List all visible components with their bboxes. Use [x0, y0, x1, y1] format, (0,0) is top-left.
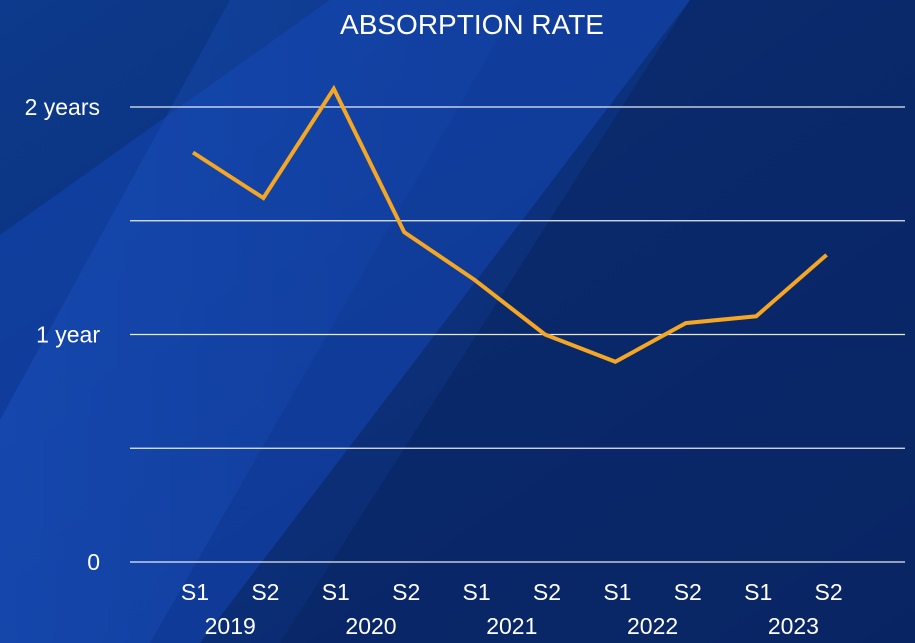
y-tick-label-1: 1 year — [36, 322, 100, 348]
chart-title: ABSORPTION RATE — [340, 9, 604, 40]
x-tick-label-7: S2 — [674, 579, 702, 605]
background-dark-right — [280, 0, 915, 643]
series-line-0 — [191, 84, 828, 365]
y-tick-label-2: 2 years — [25, 94, 100, 120]
x-tick-label-1: S2 — [251, 579, 279, 605]
x-tick-label-3: S2 — [392, 579, 420, 605]
x-tick-label-8: S1 — [744, 579, 772, 605]
x-tick-label-9: S2 — [815, 579, 843, 605]
x-tick-label-2: S1 — [322, 579, 350, 605]
y-tick-label-0: 0 — [87, 549, 100, 575]
x-tick-label-5: S2 — [533, 579, 561, 605]
x-axis-ticks: S1 S2 S1 S2 S1 S2 S1 S2 S1 S2 — [181, 579, 843, 605]
x-tick-label-0: S1 — [181, 579, 209, 605]
grid-layer — [130, 106, 905, 563]
x-tick-label-4: S1 — [463, 579, 491, 605]
x-tick-label-6: S1 — [603, 579, 631, 605]
x-year-label-2021: 2021 — [486, 613, 537, 639]
series-layer — [191, 84, 828, 365]
x-year-label-2022: 2022 — [627, 613, 678, 639]
background-beam-inner — [0, 0, 520, 643]
y-axis-ticks: 0 1 year 2 years — [25, 94, 101, 575]
x-year-label-2019: 2019 — [205, 613, 256, 639]
x-year-label-2023: 2023 — [768, 613, 819, 639]
x-year-label-2020: 2020 — [345, 613, 396, 639]
x-axis-year-labels: 2019 2020 2021 2022 2023 — [205, 613, 819, 639]
